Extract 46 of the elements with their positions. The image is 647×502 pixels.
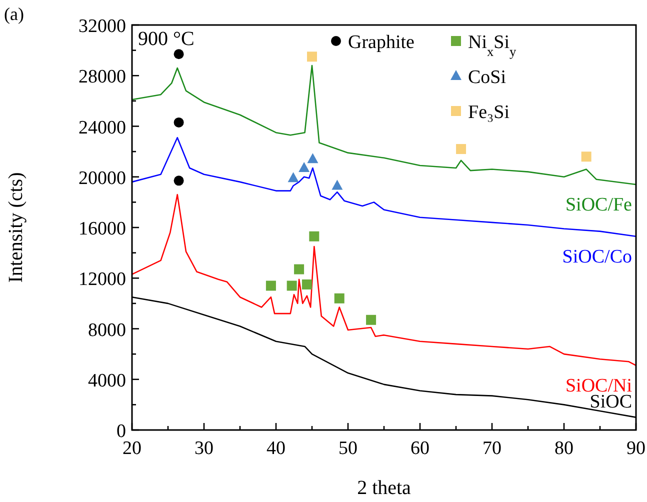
line-series bbox=[131, 136, 637, 238]
y-tick-label: 16000 bbox=[78, 218, 126, 240]
annotation: 900 °C bbox=[138, 28, 194, 50]
point bbox=[286, 280, 297, 291]
x-axis-title: 2 theta bbox=[357, 477, 412, 499]
point bbox=[307, 153, 318, 164]
point bbox=[581, 152, 592, 162]
y-tick-label: 8000 bbox=[88, 320, 126, 341]
point bbox=[266, 280, 276, 291]
point bbox=[456, 144, 466, 154]
legend-label: Fe₃Si bbox=[468, 102, 510, 123]
y-tick-label: 12000 bbox=[78, 269, 126, 290]
point bbox=[302, 279, 312, 290]
line-series bbox=[131, 64, 637, 186]
point bbox=[174, 49, 184, 60]
y-tick-label: 32000 bbox=[78, 16, 126, 37]
point bbox=[332, 180, 343, 190]
x-tick-label: 50 bbox=[338, 438, 358, 459]
series-label: SiOC/Co bbox=[562, 246, 632, 268]
y-tick-label: 20000 bbox=[78, 168, 126, 189]
legend-label: Graphite bbox=[348, 32, 414, 53]
y-axis-title: Intensity (cts) bbox=[5, 172, 27, 283]
point bbox=[174, 117, 184, 128]
point bbox=[309, 231, 320, 242]
series-label: SiOC/Fe bbox=[565, 194, 632, 216]
legend-label: CoSi bbox=[468, 67, 506, 88]
y-tick-label: 28000 bbox=[78, 66, 126, 88]
legend-label: Ni$_{x}$Si$_{y}$ bbox=[468, 32, 517, 58]
point bbox=[298, 162, 310, 172]
point bbox=[366, 314, 376, 325]
text: (a) bbox=[4, 4, 24, 24]
point bbox=[174, 176, 184, 186]
x-tick-label: 60 bbox=[410, 438, 430, 459]
line-series bbox=[131, 194, 637, 366]
point bbox=[288, 172, 299, 182]
x-tick-label: 40 bbox=[266, 438, 286, 459]
x-tick-label: 30 bbox=[194, 438, 214, 459]
point bbox=[307, 52, 317, 62]
x-tick-label: 70 bbox=[482, 438, 502, 459]
y-tick-label: 4000 bbox=[88, 370, 126, 392]
y-tick-label: 24000 bbox=[78, 117, 126, 138]
series-label: SiOC bbox=[590, 391, 632, 412]
point bbox=[334, 293, 344, 304]
x-tick-label: 80 bbox=[554, 438, 574, 459]
point bbox=[294, 264, 304, 274]
x-tick-label: 90 bbox=[626, 438, 646, 459]
